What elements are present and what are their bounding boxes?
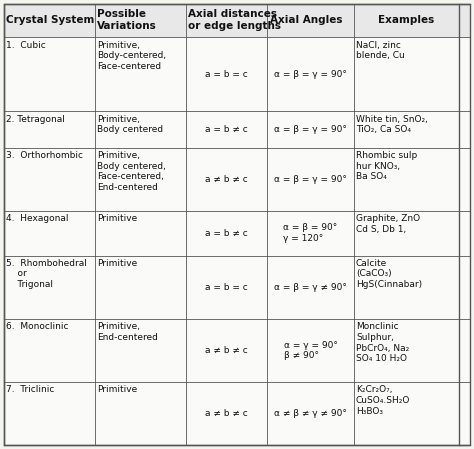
Text: Primitive: Primitive — [97, 259, 137, 268]
Bar — [4, 319, 470, 382]
Text: 3.  Orthorhombic: 3. Orthorhombic — [6, 151, 83, 160]
Text: a = b ≠ c: a = b ≠ c — [205, 125, 248, 134]
Text: White tin, SnO₂,
TiO₂, Ca SO₄: White tin, SnO₂, TiO₂, Ca SO₄ — [356, 114, 428, 134]
Bar — [4, 382, 470, 445]
Text: Possible
Variations: Possible Variations — [97, 9, 157, 31]
Text: a ≠ b ≠ c: a ≠ b ≠ c — [205, 346, 248, 355]
Text: 2. Tetragonal: 2. Tetragonal — [6, 114, 65, 123]
Text: Rhombic sulp
hur KNO₃,
Ba SO₄: Rhombic sulp hur KNO₃, Ba SO₄ — [356, 151, 417, 181]
Text: a = b = c: a = b = c — [205, 70, 248, 79]
Text: Examples: Examples — [378, 15, 434, 26]
Text: α = β = 90°
γ = 120°: α = β = 90° γ = 120° — [283, 224, 337, 243]
Text: Calcite
(CaCO₃)
HgS(Cinnabar): Calcite (CaCO₃) HgS(Cinnabar) — [356, 259, 422, 289]
Text: α = β = γ = 90°: α = β = γ = 90° — [274, 175, 347, 184]
Text: Crystal System: Crystal System — [6, 15, 94, 26]
Text: α ≠ β ≠ γ ≠ 90°: α ≠ β ≠ γ ≠ 90° — [274, 409, 347, 418]
Text: Axial distances
or edge lengths: Axial distances or edge lengths — [188, 9, 281, 31]
Text: 6.  Monoclinic: 6. Monoclinic — [6, 322, 69, 331]
Text: α = β = γ = 90°: α = β = γ = 90° — [274, 70, 347, 79]
Text: Primitive,
End-centered: Primitive, End-centered — [97, 322, 158, 342]
Text: Primitive: Primitive — [97, 214, 137, 223]
Text: Primitive,
Body centered: Primitive, Body centered — [97, 114, 163, 134]
Bar — [4, 37, 470, 111]
Bar — [4, 111, 470, 148]
Text: a = b = c: a = b = c — [205, 283, 248, 292]
Text: 4.  Hexagonal: 4. Hexagonal — [6, 214, 69, 223]
Bar — [4, 148, 470, 211]
Text: Primitive,
Body centered,
Face-centered,
End-centered: Primitive, Body centered, Face-centered,… — [97, 151, 166, 192]
Bar — [4, 4, 470, 37]
Text: α = β = γ ≠ 90°: α = β = γ ≠ 90° — [274, 283, 347, 292]
Text: Primitive,
Body-centered,
Face-centered: Primitive, Body-centered, Face-centered — [97, 40, 166, 71]
Text: a ≠ b ≠ c: a ≠ b ≠ c — [205, 175, 248, 184]
Text: α = β = γ = 90°: α = β = γ = 90° — [274, 125, 347, 134]
Text: 1.  Cubic: 1. Cubic — [6, 40, 46, 49]
Text: 5.  Rhombohedral
    or
    Trigonal: 5. Rhombohedral or Trigonal — [6, 259, 87, 289]
Text: α = γ = 90°
β ≠ 90°: α = γ = 90° β ≠ 90° — [283, 341, 337, 361]
Text: Monclinic
Sulphur,
PbCrO₄, Na₂
SO₄ 10 H₂O: Monclinic Sulphur, PbCrO₄, Na₂ SO₄ 10 H₂… — [356, 322, 409, 363]
Text: 7.  Triclinic: 7. Triclinic — [6, 385, 55, 394]
Text: a = b ≠ c: a = b ≠ c — [205, 229, 248, 238]
Text: Graphite, ZnO
Cd S, Db 1,: Graphite, ZnO Cd S, Db 1, — [356, 214, 420, 234]
Text: K₂Cr₂O₇,
CuSO₄.SH₂O
H₃BO₃: K₂Cr₂O₇, CuSO₄.SH₂O H₃BO₃ — [356, 385, 410, 416]
Text: Primitive: Primitive — [97, 385, 137, 394]
Text: a ≠ b ≠ c: a ≠ b ≠ c — [205, 409, 248, 418]
Text: NaCl, zinc
blende, Cu: NaCl, zinc blende, Cu — [356, 40, 405, 60]
Text: Axial Angles: Axial Angles — [270, 15, 342, 26]
Bar — [4, 211, 470, 255]
Bar — [4, 255, 470, 319]
